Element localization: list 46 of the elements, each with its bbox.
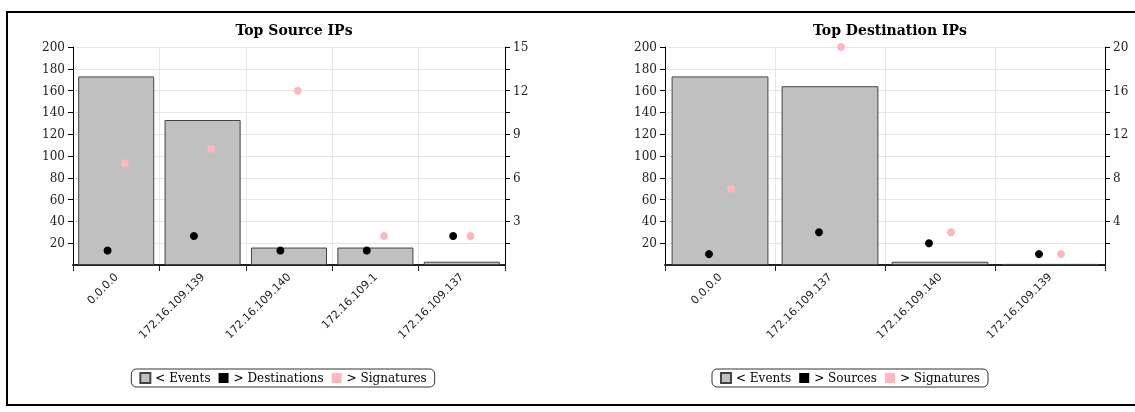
y2-tick-label: 12 <box>1113 127 1129 142</box>
y2-tick-label: 6 <box>513 170 521 185</box>
legend-label: > Signatures <box>899 371 981 385</box>
y-tick-label: 120 <box>42 127 65 142</box>
chart-title: Top Destination IPs <box>813 22 968 38</box>
y-tick-label: 40 <box>641 214 657 229</box>
y-tick-label: 160 <box>634 83 657 98</box>
y-tick-label: 60 <box>641 192 657 207</box>
legend-label: < Events <box>155 371 211 385</box>
bar <box>164 120 241 265</box>
y-tick-label: 120 <box>634 127 657 142</box>
y-tick-label: 160 <box>42 83 65 98</box>
legend-label: < Events <box>735 371 792 385</box>
legend-label: > Signatures <box>346 371 427 385</box>
y-tick-label: 200 <box>634 40 657 54</box>
y2-tick-label: 16 <box>1113 83 1129 98</box>
y2-tick-label: 9 <box>513 127 521 142</box>
y2-tick-label: 3 <box>513 214 521 229</box>
bar <box>891 261 989 265</box>
y-tick-label: 40 <box>49 214 65 229</box>
bar <box>781 86 879 265</box>
y-tick-label: 20 <box>49 236 65 251</box>
y-tick-label: 100 <box>42 149 65 163</box>
y2-tick-label: 20 <box>1113 40 1129 54</box>
y-tick-label: 180 <box>42 61 65 76</box>
chart-title: Top Source IPs <box>235 22 353 38</box>
y-tick-label: 140 <box>634 105 657 120</box>
bar <box>250 247 328 265</box>
y-tick-label: 80 <box>49 170 65 185</box>
y-tick-label: 20 <box>641 236 657 251</box>
y-tick-label: 80 <box>641 170 657 185</box>
y2-tick-label: 8 <box>1113 170 1121 185</box>
y-tick-label: 140 <box>42 105 65 120</box>
y-tick-label: 100 <box>634 149 657 163</box>
bar <box>423 261 500 265</box>
y2-tick-label: 15 <box>513 40 529 54</box>
bar <box>671 76 769 265</box>
y-tick-label: 200 <box>42 40 65 54</box>
bar <box>337 247 414 265</box>
y2-tick-label: 4 <box>1113 214 1121 229</box>
legend-label: > Destinations <box>233 371 324 385</box>
y-tick-label: 180 <box>634 61 657 76</box>
legend-label: > Sources <box>814 371 877 385</box>
y2-tick-label: 12 <box>513 83 529 98</box>
bar <box>78 76 155 265</box>
y-tick-label: 60 <box>49 192 65 207</box>
